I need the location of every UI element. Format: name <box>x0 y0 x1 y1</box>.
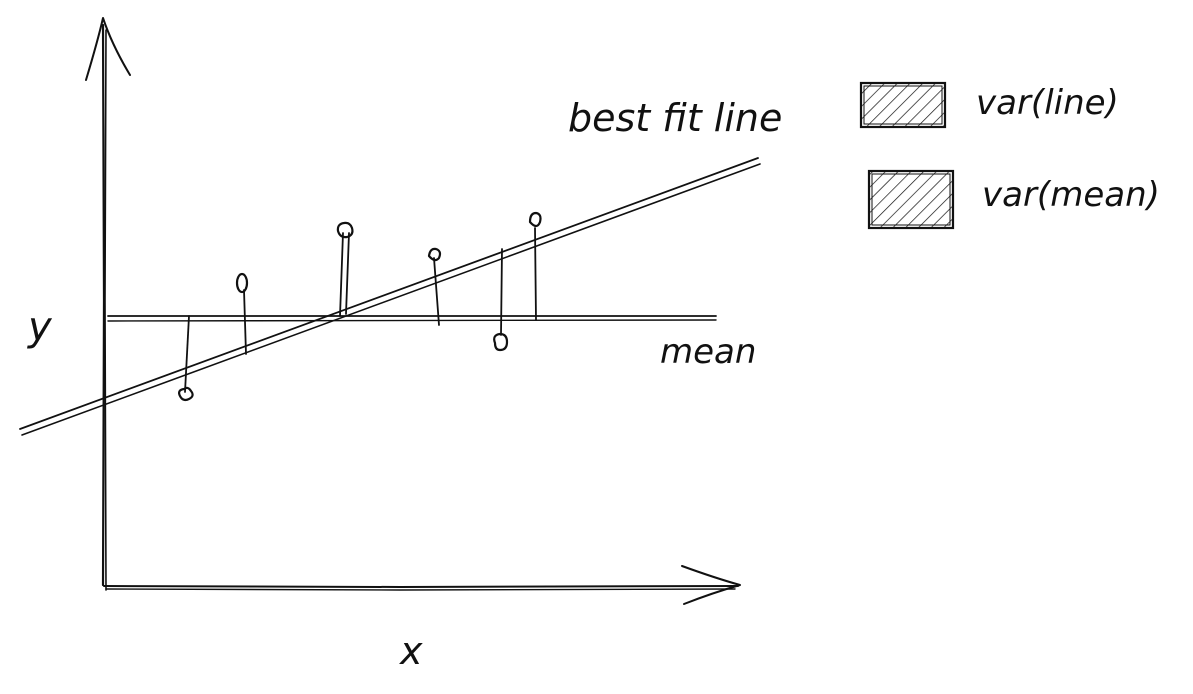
x-axis-label: x <box>399 629 423 673</box>
data-point <box>235 272 249 294</box>
mean-line <box>107 315 717 322</box>
legend-label-var-mean: var(mean) <box>982 175 1160 215</box>
data-point <box>528 211 542 228</box>
residual-stem <box>243 289 247 355</box>
data-point <box>178 386 194 402</box>
residual-stem <box>500 248 503 336</box>
residual-stem <box>339 232 344 317</box>
mean-line-label: mean <box>660 332 756 372</box>
best-fit-line-label: best fit line <box>568 96 782 140</box>
best-fit-line <box>19 157 761 436</box>
residual-stem <box>184 315 190 393</box>
y-axis-arrowhead-icon <box>85 17 131 81</box>
residual-stem <box>433 257 440 326</box>
residual-stem <box>345 232 350 315</box>
legend-item-var-mean: var(mean) <box>867 169 1160 230</box>
data-points <box>178 211 542 402</box>
residual-stems <box>184 227 537 393</box>
legend-swatch-hatched-icon <box>867 169 955 230</box>
legend-swatch-hatched-icon <box>859 81 947 129</box>
y-axis-label: y <box>27 304 53 350</box>
legend-label-var-line: var(line) <box>976 83 1119 123</box>
legend-item-var-line: var(line) <box>859 81 1119 129</box>
x-axis <box>103 565 741 605</box>
data-point <box>493 332 509 352</box>
y-axis <box>85 17 131 591</box>
data-point <box>336 221 354 239</box>
legend: var(line) var(mean) <box>859 81 1160 230</box>
data-point <box>427 247 442 262</box>
residual-stem <box>534 227 537 321</box>
x-axis-arrowhead-icon <box>681 565 741 605</box>
